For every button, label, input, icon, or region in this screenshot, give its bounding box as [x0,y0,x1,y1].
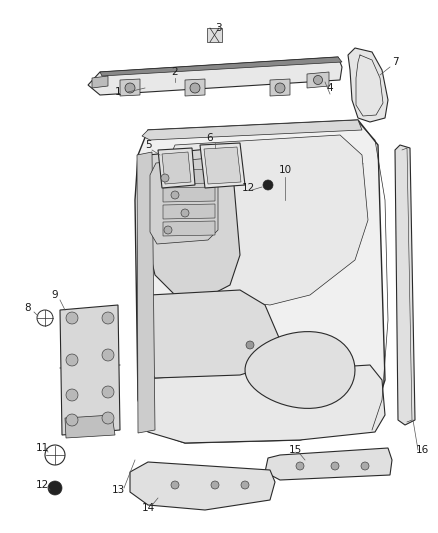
Circle shape [361,462,369,470]
Polygon shape [163,187,215,202]
Text: 14: 14 [141,503,155,513]
Polygon shape [120,79,140,96]
Polygon shape [185,79,205,96]
Polygon shape [163,169,215,184]
Polygon shape [162,135,368,305]
Circle shape [125,83,135,93]
Circle shape [275,83,285,93]
Polygon shape [142,120,362,140]
Polygon shape [200,143,245,188]
Text: 2: 2 [172,67,178,77]
Circle shape [331,462,339,470]
Polygon shape [270,79,290,96]
Circle shape [211,481,219,489]
Circle shape [171,481,179,489]
Text: 7: 7 [392,57,398,67]
Circle shape [164,226,172,234]
Circle shape [66,414,78,426]
Circle shape [66,312,78,324]
Text: 10: 10 [279,165,292,175]
Circle shape [66,354,78,366]
Polygon shape [204,147,241,184]
Circle shape [190,83,200,93]
Text: 13: 13 [111,485,125,495]
Polygon shape [245,332,355,408]
Circle shape [66,389,78,401]
Polygon shape [348,48,388,122]
Text: 16: 16 [415,445,429,455]
Circle shape [263,180,273,190]
Polygon shape [307,72,329,88]
Polygon shape [395,145,415,425]
Circle shape [102,386,114,398]
Text: 9: 9 [52,290,58,300]
Text: 12: 12 [35,480,49,490]
Polygon shape [265,448,392,480]
Polygon shape [88,57,342,95]
Text: 1: 1 [115,87,121,97]
Circle shape [171,191,179,199]
Text: 5: 5 [145,140,151,150]
Text: 8: 8 [25,303,31,313]
Text: 4: 4 [327,83,333,93]
Circle shape [246,341,254,349]
Text: 6: 6 [207,133,213,143]
Text: 15: 15 [288,445,302,455]
Polygon shape [163,221,215,236]
Polygon shape [137,152,155,433]
Circle shape [241,481,249,489]
Circle shape [161,174,169,182]
Text: 3: 3 [215,23,221,33]
Polygon shape [142,290,280,378]
Polygon shape [65,415,115,438]
Polygon shape [145,148,240,298]
Polygon shape [130,462,275,510]
Circle shape [296,462,304,470]
Circle shape [314,76,322,85]
Circle shape [102,349,114,361]
Circle shape [48,481,62,495]
Polygon shape [162,152,191,184]
Circle shape [102,412,114,424]
Polygon shape [92,76,108,88]
Text: 12: 12 [241,183,254,193]
Circle shape [102,312,114,324]
Polygon shape [163,204,215,219]
Polygon shape [207,28,222,42]
Polygon shape [60,305,120,435]
Polygon shape [100,57,342,76]
Polygon shape [135,120,385,443]
Polygon shape [140,365,385,443]
Text: 11: 11 [35,443,49,453]
Polygon shape [150,158,218,244]
Polygon shape [158,148,195,188]
Circle shape [181,209,189,217]
